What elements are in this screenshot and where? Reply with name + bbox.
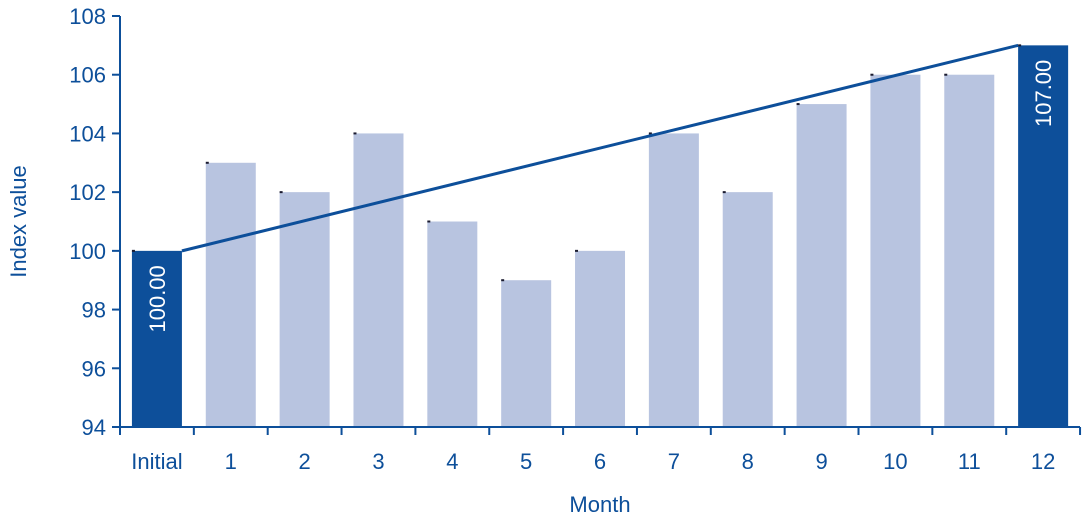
x-tick-label-5: 5 bbox=[520, 449, 532, 474]
bar-5 bbox=[501, 280, 552, 427]
bar-initial bbox=[131, 250, 182, 427]
bar-marker-6 bbox=[575, 249, 579, 252]
x-tick-label-4: 4 bbox=[446, 449, 458, 474]
x-axis-title: Month bbox=[569, 492, 630, 517]
trend-line-group bbox=[181, 43, 1019, 253]
bar-marker-1 bbox=[205, 161, 209, 164]
data-labels-group: 107.00 100.00 bbox=[145, 60, 1056, 333]
y-tick-label: 104 bbox=[69, 121, 106, 146]
data-label-12: 107.00 bbox=[1031, 60, 1056, 127]
bar-8 bbox=[722, 192, 773, 427]
bars-group bbox=[131, 44, 1069, 428]
bar-12 bbox=[1018, 45, 1069, 427]
bar-marker-9 bbox=[796, 103, 800, 106]
bar-marker-5 bbox=[501, 279, 505, 282]
x-tick-label-9: 9 bbox=[815, 449, 827, 474]
x-tick-label-11: 11 bbox=[958, 449, 981, 474]
bar-11 bbox=[944, 74, 995, 427]
x-tick-label-8: 8 bbox=[742, 449, 754, 474]
bar-marker-3 bbox=[353, 132, 357, 135]
y-tick-label: 98 bbox=[82, 298, 106, 323]
bar-10 bbox=[870, 74, 921, 427]
bar-marker-2 bbox=[279, 191, 283, 194]
bar-7 bbox=[648, 133, 699, 427]
x-tick-label-12: 12 bbox=[1031, 449, 1055, 474]
bar-9 bbox=[796, 104, 847, 428]
y-tick-label: 96 bbox=[82, 356, 106, 381]
bar-6 bbox=[575, 250, 626, 427]
axes-group bbox=[119, 16, 1080, 428]
bar-marker-12 bbox=[1018, 44, 1022, 47]
bar-marker-7 bbox=[648, 132, 652, 135]
x-tick-label-10: 10 bbox=[883, 449, 907, 474]
bar-2 bbox=[279, 192, 330, 427]
bar-3 bbox=[353, 133, 404, 427]
x-tick-label-6: 6 bbox=[594, 449, 606, 474]
bar-marker-4 bbox=[427, 220, 431, 223]
bar-4 bbox=[427, 221, 478, 427]
trend-line bbox=[181, 43, 1019, 253]
y-axis-title: Index value bbox=[6, 165, 31, 278]
y-tick-label: 100 bbox=[69, 239, 106, 264]
x-tick-label-initial: Initial bbox=[131, 449, 182, 474]
data-label-initial: 100.00 bbox=[145, 265, 170, 332]
x-tick-label-1: 1 bbox=[225, 449, 237, 474]
y-ticks-group: 94 96 98 100 102 104 106 108 bbox=[69, 4, 120, 440]
y-tick-label: 106 bbox=[69, 63, 106, 88]
x-tick-label-7: 7 bbox=[668, 449, 680, 474]
bar-marker-initial bbox=[131, 249, 135, 252]
x-tick-label-2: 2 bbox=[299, 449, 311, 474]
y-tick-label: 102 bbox=[69, 180, 106, 205]
bar-marker-8 bbox=[722, 191, 726, 194]
bar-marker-11 bbox=[944, 73, 948, 76]
bar-marker-10 bbox=[870, 73, 874, 76]
bar-1 bbox=[205, 162, 256, 428]
y-tick-label: 108 bbox=[69, 4, 106, 29]
x-ticks-group: Initial 1 2 3 4 5 6 7 8 9 10 11 12 bbox=[119, 427, 1082, 474]
x-tick-label-3: 3 bbox=[372, 449, 384, 474]
y-tick-label: 94 bbox=[82, 415, 106, 440]
